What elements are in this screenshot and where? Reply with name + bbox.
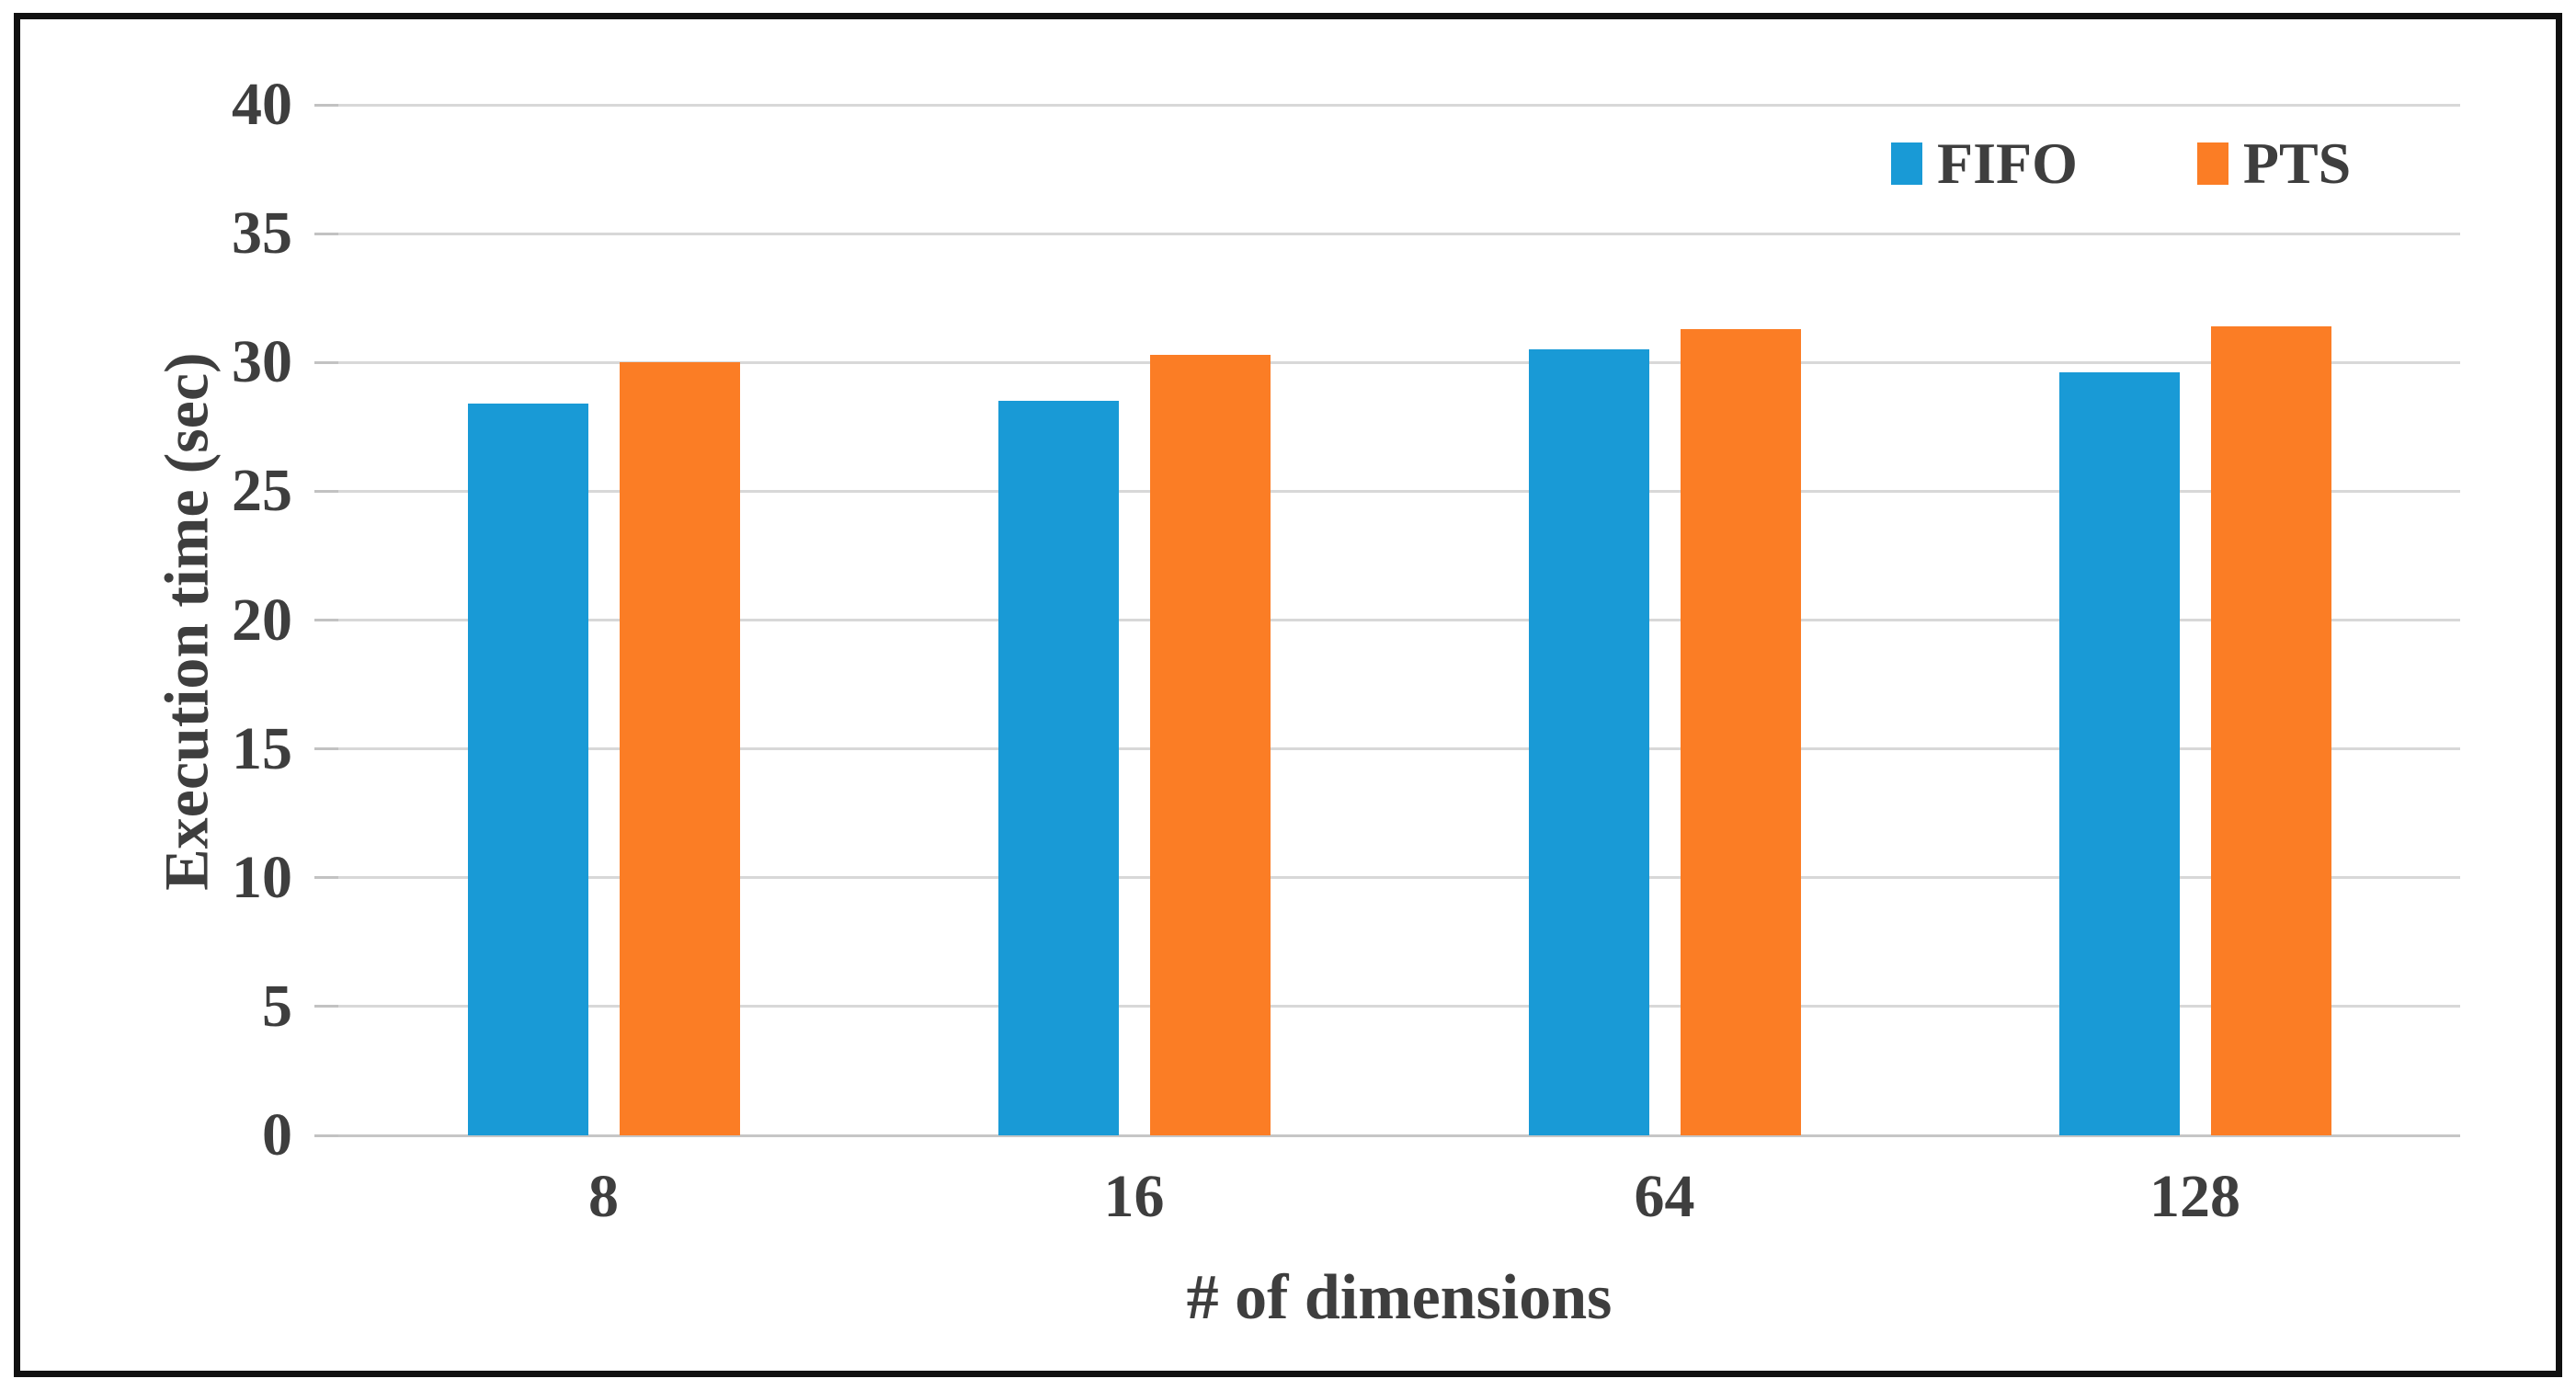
bar-group-128 xyxy=(1930,105,2460,1135)
pts-series-marker-icon xyxy=(2196,142,2228,185)
bar-fifo-128 xyxy=(2058,372,2180,1135)
x-axis-tick-labels: 8 16 64 128 xyxy=(338,1162,2460,1232)
legend-item-fifo: FIFO xyxy=(1891,131,2078,196)
y-tick-label-0: 0 xyxy=(262,1101,292,1168)
y-axis-tick-25 xyxy=(314,489,338,493)
y-tick-label-10: 10 xyxy=(232,843,292,911)
y-tick-label-15: 15 xyxy=(232,714,292,782)
legend-label-fifo: FIFO xyxy=(1937,131,2078,196)
bar-fifo-8 xyxy=(467,404,588,1135)
x-tick-label-8: 8 xyxy=(588,1163,619,1230)
gridline-35 xyxy=(338,232,2460,235)
legend-label-pts: PTS xyxy=(2242,131,2352,196)
y-axis-tick-5 xyxy=(314,1005,338,1008)
bar-group-64 xyxy=(1399,105,1930,1135)
gridline-30 xyxy=(338,360,2460,364)
gridline-20 xyxy=(338,619,2460,621)
y-tick-label-35: 35 xyxy=(232,199,292,268)
gridline-10 xyxy=(338,876,2460,880)
y-axis-tick-15 xyxy=(314,747,338,751)
y-axis-tick-10 xyxy=(314,876,338,880)
y-axis-tick-30 xyxy=(314,360,338,364)
gridline-25 xyxy=(338,489,2460,493)
x-tick-label-64: 64 xyxy=(1634,1163,1695,1230)
y-axis-tick-20 xyxy=(314,619,338,621)
y-tick-label-30: 30 xyxy=(232,328,292,396)
legend-item-pts: PTS xyxy=(2196,131,2352,196)
gridline-5 xyxy=(338,1005,2460,1008)
bar-group-16 xyxy=(869,105,1399,1135)
x-tick-label-128: 128 xyxy=(2149,1163,2240,1230)
y-axis-tick-35 xyxy=(314,232,338,235)
fifo-series-marker-icon xyxy=(1891,142,1922,185)
gridline-15 xyxy=(338,747,2460,751)
x-tick-label-16: 16 xyxy=(1103,1163,1165,1230)
bar-pts-16 xyxy=(1149,354,1271,1135)
y-axis-title: Execution time (sec) xyxy=(151,352,222,891)
gridline-40 xyxy=(338,103,2460,107)
bar-pts-128 xyxy=(2210,326,2331,1135)
y-axis-tick-0 xyxy=(314,1134,338,1137)
y-axis-tick-40 xyxy=(314,103,338,107)
legend: FIFO PTS xyxy=(1891,131,2352,196)
plot-area xyxy=(314,103,2460,1137)
bar-pts-8 xyxy=(619,362,740,1135)
bars-layer xyxy=(338,105,2460,1135)
gridline-0 xyxy=(338,1134,2460,1137)
y-tick-label-25: 25 xyxy=(232,457,292,525)
y-tick-label-5: 5 xyxy=(262,972,292,1040)
bar-group-8 xyxy=(338,105,869,1135)
y-tick-label-40: 40 xyxy=(232,71,292,138)
bar-pts-64 xyxy=(1680,328,1801,1135)
bar-fifo-16 xyxy=(997,401,1119,1135)
y-tick-label-20: 20 xyxy=(232,586,292,654)
bar-fifo-64 xyxy=(1528,349,1649,1135)
x-axis-title: # of dimensions xyxy=(1186,1262,1613,1333)
